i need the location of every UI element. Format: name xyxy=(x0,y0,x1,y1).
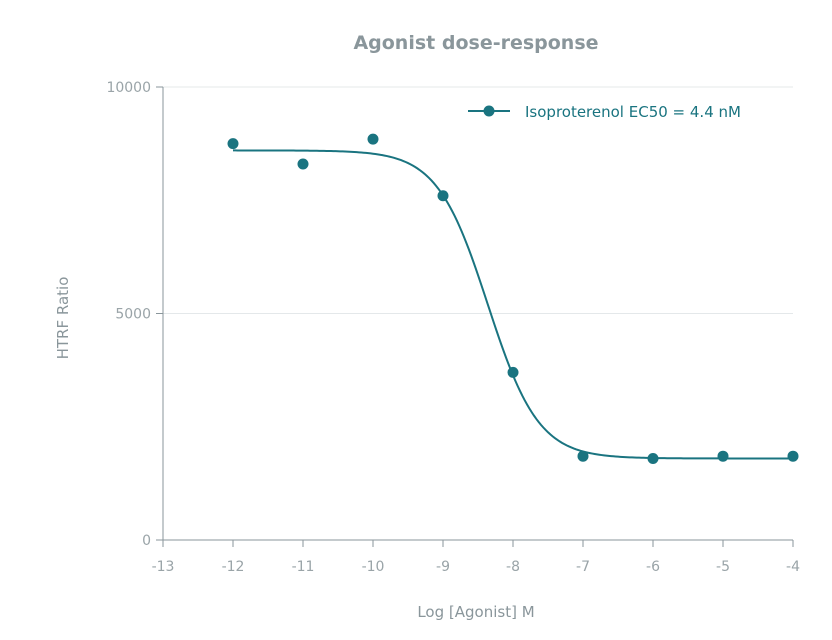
legend-point-marker xyxy=(483,105,495,117)
y-axis-ticks: 0 5000 10000 xyxy=(106,80,163,549)
x-tick-label: -6 xyxy=(646,559,660,575)
y-axis-label: HTRF Ratio xyxy=(54,277,72,360)
series-group xyxy=(227,133,799,464)
x-axis-label: Log [Agonist] M xyxy=(417,603,534,621)
data-point xyxy=(367,133,379,145)
y-tick-label: 10000 xyxy=(106,80,151,96)
x-tick-label: -9 xyxy=(436,559,450,575)
y-tick-label: 0 xyxy=(142,533,151,549)
data-point xyxy=(717,450,729,462)
data-point xyxy=(647,452,659,464)
legend-label: Isoproterenol EC50 = 4.4 nM xyxy=(525,103,741,121)
data-point xyxy=(577,450,589,462)
x-tick-label: -7 xyxy=(576,559,590,575)
x-tick-label: -10 xyxy=(362,559,385,575)
grid-lines xyxy=(163,86,793,314)
data-point xyxy=(507,366,519,378)
x-axis-ticks: -13 -12 -11 -10 -9 -8 -7 -6 -5 -4 xyxy=(152,540,800,575)
data-point xyxy=(437,190,449,202)
data-point xyxy=(297,158,309,170)
x-tick-label: -12 xyxy=(222,559,245,575)
chart-title: Agonist dose-response xyxy=(353,32,598,54)
x-tick-label: -8 xyxy=(506,559,520,575)
fit-curve xyxy=(233,149,793,460)
legend: Isoproterenol EC50 = 4.4 nM xyxy=(468,103,741,121)
x-tick-label: -5 xyxy=(716,559,730,575)
x-tick-label: -4 xyxy=(786,559,800,575)
x-tick-label: -11 xyxy=(292,559,315,575)
data-point xyxy=(787,450,799,462)
x-tick-label: -13 xyxy=(152,559,175,575)
data-point xyxy=(227,138,239,150)
y-tick-label: 5000 xyxy=(115,307,151,323)
